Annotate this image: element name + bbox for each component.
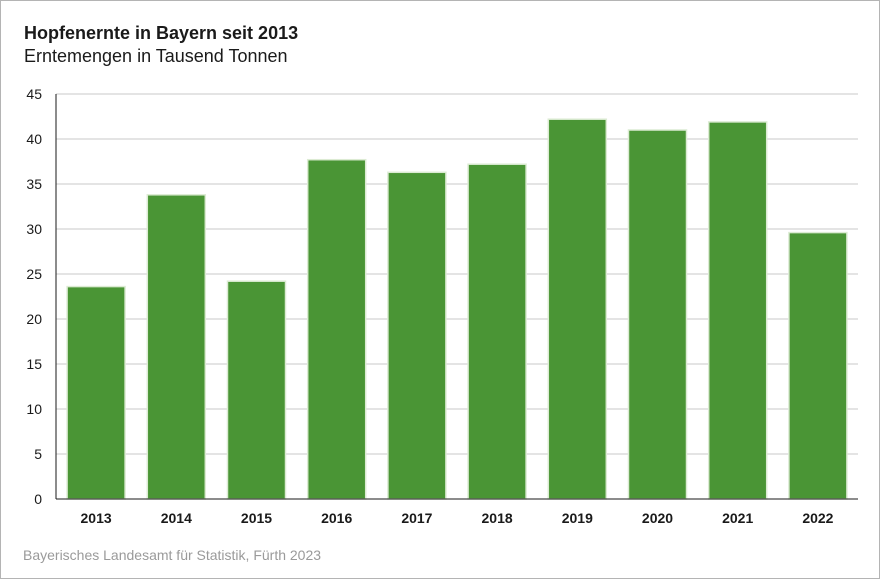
bar-2019 [547, 118, 608, 500]
chart-subtitle: Erntemengen in Tausend Tonnen [24, 46, 288, 66]
x-tick-label-2015: 2015 [241, 510, 272, 526]
bar-2022 [788, 231, 848, 500]
y-tick-label: 0 [34, 491, 42, 507]
bar-2021 [707, 121, 768, 500]
y-tick-label: 40 [26, 131, 42, 147]
bars [66, 118, 848, 500]
x-tick-label-2018: 2018 [482, 510, 513, 526]
y-axis-ticks: 0 5 10 15 20 25 30 35 40 45 [26, 86, 42, 507]
x-axis-labels: 2013 2014 2015 2016 2017 2018 2019 2020 2021 2022 [81, 510, 834, 526]
y-tick-label: 20 [26, 311, 42, 327]
x-tick-label-2016: 2016 [321, 510, 352, 526]
y-tick-label: 35 [26, 176, 42, 192]
x-tick-label-2017: 2017 [401, 510, 432, 526]
bar-2015 [226, 280, 287, 500]
bar-2016 [306, 158, 367, 500]
x-tick-label-2022: 2022 [802, 510, 833, 526]
bar-2017 [387, 171, 447, 500]
x-tick-label-2020: 2020 [642, 510, 673, 526]
bar-2018 [467, 163, 527, 500]
x-tick-label-2013: 2013 [81, 510, 112, 526]
chart-title: Hopfenernte in Bayern seit 2013 [24, 23, 299, 43]
x-tick-label-2021: 2021 [722, 510, 753, 526]
bar-2014 [146, 194, 207, 500]
y-tick-label: 10 [26, 401, 42, 417]
bar-2020 [627, 129, 688, 500]
x-tick-label-2019: 2019 [562, 510, 593, 526]
y-tick-label: 30 [26, 221, 42, 237]
y-tick-label: 15 [26, 356, 42, 372]
x-tick-label-2014: 2014 [161, 510, 192, 526]
y-tick-label: 45 [26, 86, 42, 102]
source-note: Bayerisches Landesamt für Statistik, Für… [23, 547, 322, 563]
bar-2013 [66, 285, 126, 500]
y-tick-label: 25 [26, 266, 42, 282]
y-tick-label: 5 [34, 446, 42, 462]
